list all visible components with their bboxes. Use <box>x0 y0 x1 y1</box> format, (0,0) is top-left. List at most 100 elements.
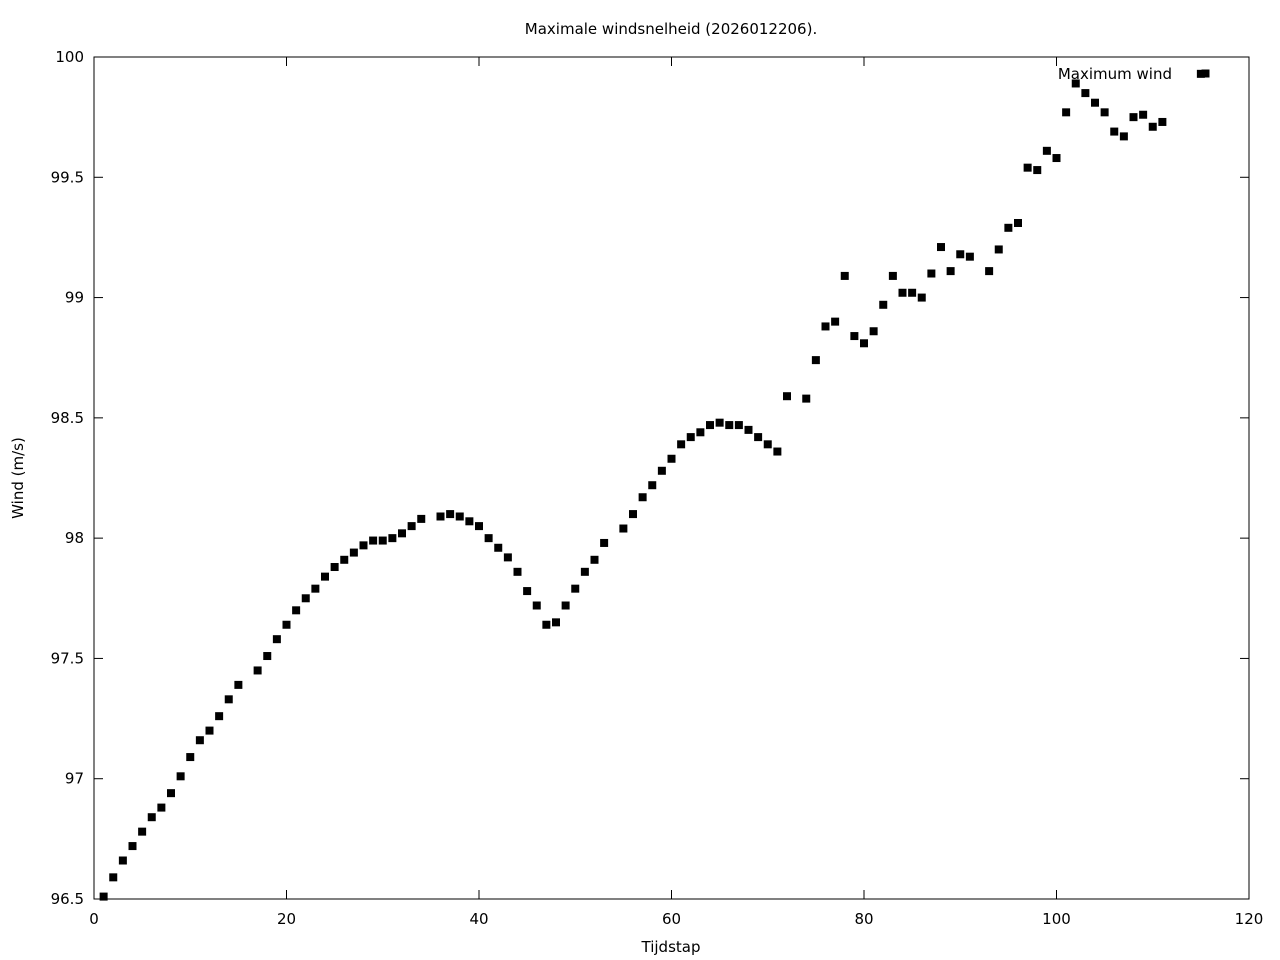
data-point <box>773 447 782 456</box>
data-point <box>1014 218 1022 227</box>
data-point <box>869 327 878 336</box>
data-point <box>802 394 811 403</box>
data-point <box>571 584 580 593</box>
data-point <box>725 421 734 430</box>
data-point <box>1148 122 1157 131</box>
data-point <box>205 726 214 735</box>
data-points <box>99 69 1205 901</box>
data-point <box>696 428 705 437</box>
data-point <box>378 536 387 545</box>
data-point <box>369 536 378 545</box>
data-point <box>1139 110 1148 119</box>
data-point <box>224 695 233 704</box>
y-tick-label: 98 <box>65 529 84 547</box>
data-point <box>321 572 329 581</box>
data-point <box>494 543 503 552</box>
data-point <box>475 522 483 531</box>
data-point <box>821 322 830 331</box>
data-point <box>619 524 628 533</box>
data-point <box>292 606 301 615</box>
data-point <box>147 813 156 822</box>
data-point <box>754 433 763 442</box>
y-axis-label: Wind (m/s) <box>9 437 27 519</box>
data-point <box>811 356 820 365</box>
data-point <box>157 803 166 812</box>
data-point <box>542 620 551 629</box>
data-point <box>898 288 907 297</box>
legend-marker <box>1201 69 1210 78</box>
data-point <box>946 267 955 276</box>
data-point <box>840 271 849 280</box>
x-axis-label: Tijdstap <box>641 938 701 956</box>
data-point <box>1196 69 1205 78</box>
data-point <box>860 339 868 348</box>
data-point <box>138 827 147 836</box>
data-point <box>1091 98 1099 107</box>
data-point <box>417 514 426 523</box>
y-tick-label: 99.5 <box>51 168 84 186</box>
data-point <box>398 529 406 538</box>
x-tick-label: 0 <box>89 910 99 928</box>
data-point <box>186 753 195 762</box>
legend: Maximum wind <box>1058 65 1210 83</box>
data-point <box>1052 154 1061 163</box>
data-point <box>263 652 272 661</box>
x-tick-label: 20 <box>277 910 296 928</box>
data-point <box>523 587 532 596</box>
data-point <box>109 873 118 882</box>
data-point <box>994 245 1003 254</box>
data-point <box>561 601 570 610</box>
data-point <box>359 541 368 550</box>
data-point <box>1033 166 1042 175</box>
data-point <box>407 522 416 531</box>
data-point <box>927 269 936 278</box>
data-point <box>532 601 541 610</box>
data-point <box>311 584 320 593</box>
data-point <box>513 567 522 576</box>
data-point <box>340 555 349 564</box>
data-point <box>195 736 204 745</box>
data-point <box>600 538 609 547</box>
data-point <box>118 856 127 865</box>
data-point <box>956 250 965 259</box>
data-point <box>648 481 657 490</box>
data-point <box>1129 113 1138 122</box>
axis-ticks: 0 20 40 60 80 100 120 96.5 97 97.5 98 98.5 99 99.5 100 <box>51 48 1264 928</box>
data-point <box>985 267 994 276</box>
x-tick-label: 60 <box>662 910 681 928</box>
data-point <box>686 433 695 442</box>
data-point <box>349 548 358 557</box>
data-point <box>677 440 686 449</box>
data-point <box>272 635 281 644</box>
x-tick-label: 40 <box>469 910 488 928</box>
data-point <box>744 425 753 434</box>
data-point <box>667 454 676 463</box>
data-point <box>908 288 917 297</box>
plot-area-frame <box>93 56 1250 900</box>
y-tick-label: 100 <box>55 48 84 66</box>
y-tick-label: 99 <box>65 289 84 307</box>
legend-label: Maximum wind <box>1058 65 1172 83</box>
data-point <box>706 421 714 430</box>
data-point <box>580 567 589 576</box>
data-point <box>590 555 599 564</box>
data-point <box>330 563 339 572</box>
data-point <box>1042 146 1051 155</box>
data-point <box>234 680 243 689</box>
data-point <box>638 493 647 502</box>
x-tick-label: 80 <box>854 910 873 928</box>
data-point <box>465 517 474 526</box>
data-point <box>888 271 897 280</box>
data-point <box>937 243 945 252</box>
data-point <box>734 421 743 430</box>
data-point <box>503 553 512 562</box>
data-point <box>436 512 445 521</box>
data-point <box>484 534 493 543</box>
y-tick-label: 97.5 <box>51 649 84 667</box>
data-point <box>552 618 560 627</box>
data-point <box>1081 89 1090 98</box>
data-point <box>176 772 185 781</box>
data-point <box>1100 108 1109 117</box>
data-point <box>455 512 464 521</box>
